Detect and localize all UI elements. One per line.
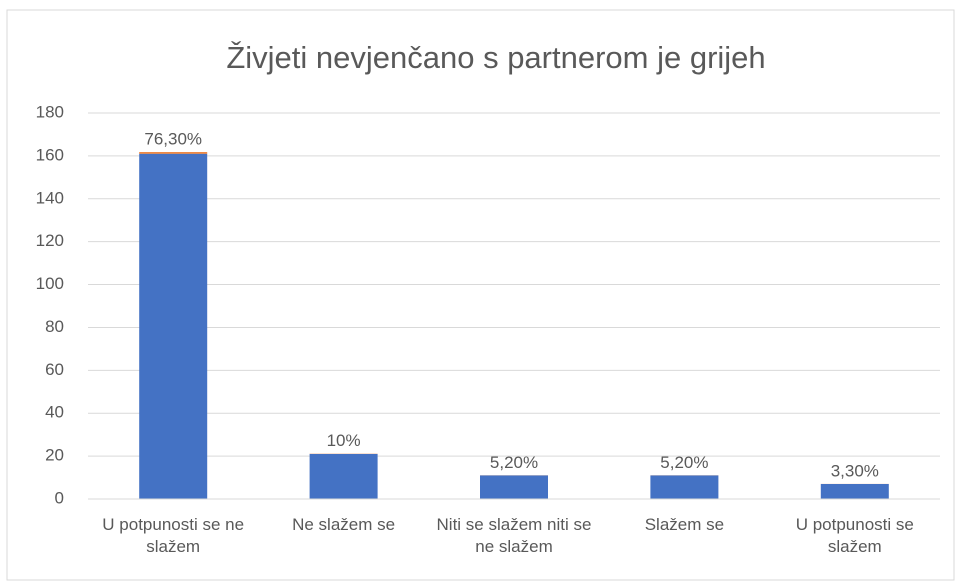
bar bbox=[139, 153, 208, 499]
data-label: 3,30% bbox=[831, 461, 879, 480]
y-tick-label: 60 bbox=[45, 360, 64, 379]
x-tick-label: Slažem se bbox=[644, 515, 725, 534]
data-label: 10% bbox=[327, 431, 361, 450]
chart-title: Živjeti nevjenčano s partnerom je grijeh bbox=[226, 40, 765, 75]
bar bbox=[309, 453, 378, 499]
y-tick-label: 40 bbox=[45, 403, 64, 422]
x-tick-label: Ne slažem se bbox=[292, 515, 396, 534]
x-tick-label: U potpunosti se slažem bbox=[795, 515, 914, 556]
y-tick-label: 20 bbox=[45, 446, 64, 465]
y-tick-label: 160 bbox=[36, 145, 64, 164]
bar bbox=[650, 475, 719, 499]
x-tick-label: U potpunosti se ne slažem bbox=[102, 515, 245, 556]
y-tick-label: 80 bbox=[45, 317, 64, 336]
data-label: 76,30% bbox=[144, 130, 202, 149]
x-tick-label: Niti se slažem niti se ne slažem bbox=[436, 515, 592, 556]
y-tick-label: 180 bbox=[36, 102, 64, 121]
bar bbox=[820, 483, 889, 499]
y-tick-label: 0 bbox=[55, 488, 64, 507]
data-label: 5,20% bbox=[660, 453, 708, 472]
bar bbox=[480, 475, 548, 499]
bar bbox=[139, 152, 208, 154]
data-label: 5,20% bbox=[490, 453, 538, 472]
y-tick-label: 140 bbox=[36, 188, 64, 207]
y-tick-label: 100 bbox=[36, 274, 64, 293]
y-tick-label: 120 bbox=[36, 231, 64, 250]
